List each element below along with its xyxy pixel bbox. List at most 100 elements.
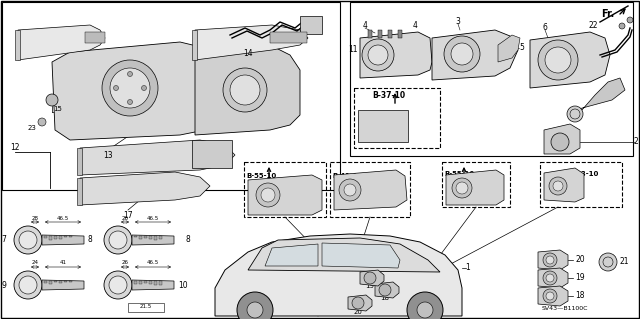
Polygon shape — [80, 140, 235, 175]
Circle shape — [549, 177, 567, 195]
Text: 1: 1 — [466, 263, 470, 272]
Circle shape — [599, 253, 617, 271]
Polygon shape — [159, 281, 162, 285]
Text: 13: 13 — [103, 151, 113, 160]
Text: B-41-1: B-41-1 — [332, 173, 358, 179]
Text: 19: 19 — [365, 283, 374, 289]
Polygon shape — [42, 280, 84, 290]
Polygon shape — [154, 281, 157, 285]
Circle shape — [237, 292, 273, 319]
Bar — [300, 16, 322, 34]
Bar — [540, 162, 622, 207]
Polygon shape — [538, 286, 568, 306]
Circle shape — [104, 226, 132, 254]
Text: 20: 20 — [575, 256, 584, 264]
Circle shape — [546, 292, 554, 300]
Polygon shape — [77, 148, 82, 175]
Circle shape — [127, 71, 132, 77]
Text: SV43—B1100C: SV43—B1100C — [541, 306, 588, 310]
Circle shape — [364, 272, 376, 284]
Polygon shape — [538, 268, 568, 288]
Polygon shape — [360, 32, 432, 78]
Text: 22: 22 — [588, 20, 598, 29]
Circle shape — [104, 271, 132, 299]
Polygon shape — [360, 270, 384, 286]
Polygon shape — [64, 236, 67, 237]
Text: 10: 10 — [178, 280, 188, 290]
Polygon shape — [446, 170, 504, 205]
Polygon shape — [498, 35, 520, 62]
Circle shape — [14, 226, 42, 254]
Polygon shape — [348, 295, 372, 311]
Polygon shape — [192, 30, 197, 60]
Polygon shape — [49, 236, 52, 240]
Circle shape — [546, 256, 554, 264]
Polygon shape — [59, 281, 62, 283]
Text: 41: 41 — [60, 261, 67, 265]
Polygon shape — [215, 234, 462, 316]
Circle shape — [362, 39, 394, 71]
Text: 2: 2 — [634, 137, 639, 146]
Bar — [128, 303, 164, 312]
Text: 4: 4 — [363, 21, 367, 31]
Bar — [442, 162, 510, 207]
Polygon shape — [575, 78, 625, 118]
Circle shape — [223, 68, 267, 112]
Circle shape — [339, 179, 361, 201]
Text: 8: 8 — [185, 235, 189, 244]
Circle shape — [19, 231, 37, 249]
Polygon shape — [134, 281, 137, 284]
Text: 11: 11 — [349, 46, 358, 55]
Polygon shape — [149, 281, 152, 284]
Bar — [368, 30, 372, 38]
Polygon shape — [80, 172, 210, 205]
Polygon shape — [139, 236, 142, 239]
Text: 9: 9 — [1, 280, 6, 290]
Polygon shape — [270, 32, 307, 43]
Text: 3: 3 — [456, 18, 460, 26]
Text: 26: 26 — [122, 216, 129, 220]
Text: 24: 24 — [31, 261, 38, 265]
Text: 23: 23 — [28, 125, 36, 131]
Circle shape — [543, 253, 557, 267]
Circle shape — [456, 182, 468, 194]
Polygon shape — [52, 42, 215, 140]
Circle shape — [368, 45, 388, 65]
Circle shape — [109, 276, 127, 294]
Polygon shape — [77, 178, 82, 205]
Circle shape — [452, 178, 472, 198]
Polygon shape — [322, 243, 400, 268]
Circle shape — [379, 284, 391, 296]
Polygon shape — [159, 236, 162, 239]
Circle shape — [417, 302, 433, 318]
Bar — [330, 162, 410, 217]
Polygon shape — [59, 236, 62, 239]
Polygon shape — [18, 25, 105, 60]
Circle shape — [451, 43, 473, 65]
Circle shape — [256, 183, 280, 207]
Bar — [378, 30, 382, 38]
Text: 26: 26 — [122, 261, 129, 265]
Text: 19: 19 — [575, 273, 584, 283]
Circle shape — [14, 271, 42, 299]
Polygon shape — [54, 236, 57, 239]
Text: 21.5: 21.5 — [140, 305, 152, 309]
Polygon shape — [132, 235, 174, 245]
Circle shape — [141, 85, 147, 91]
Bar — [388, 30, 392, 38]
Polygon shape — [544, 168, 584, 202]
Polygon shape — [544, 124, 580, 154]
Bar — [2, 2, 340, 190]
Text: B-55-10: B-55-10 — [444, 171, 474, 177]
Bar — [244, 162, 326, 217]
Text: 46.5: 46.5 — [147, 216, 159, 220]
Polygon shape — [375, 282, 399, 298]
Polygon shape — [42, 235, 84, 245]
Text: 28: 28 — [31, 216, 38, 220]
Circle shape — [113, 85, 118, 91]
Text: 46.5: 46.5 — [147, 261, 159, 265]
Polygon shape — [69, 281, 72, 282]
Polygon shape — [265, 244, 318, 266]
Polygon shape — [144, 281, 147, 283]
Text: 14: 14 — [243, 49, 253, 58]
